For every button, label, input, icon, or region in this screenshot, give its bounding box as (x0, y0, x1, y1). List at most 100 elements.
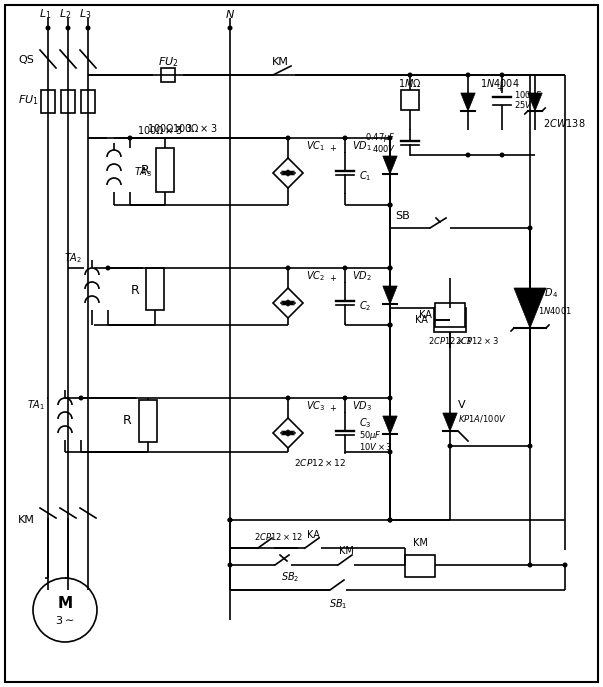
Text: $2CP12\times12$: $2CP12\times12$ (294, 456, 346, 467)
Polygon shape (281, 429, 295, 435)
Text: $+$: $+$ (329, 403, 337, 413)
Circle shape (227, 517, 233, 523)
Circle shape (285, 265, 291, 271)
Polygon shape (528, 93, 542, 111)
Text: $C_2$: $C_2$ (359, 299, 371, 313)
Text: $TA_3$: $TA_3$ (134, 165, 153, 179)
Text: KM: KM (18, 515, 35, 525)
Polygon shape (281, 431, 295, 436)
Text: $3\sim$: $3\sim$ (55, 614, 75, 626)
Bar (156, 148, 174, 192)
Text: $VD_3$: $VD_3$ (352, 399, 372, 413)
Polygon shape (383, 156, 397, 174)
Circle shape (66, 25, 71, 30)
Text: $TA_1$: $TA_1$ (27, 398, 45, 412)
Circle shape (388, 203, 393, 207)
Text: $L_2$: $L_2$ (59, 7, 71, 21)
Text: $100\Omega\times3$: $100\Omega\times3$ (137, 124, 183, 136)
Text: KM: KM (338, 546, 353, 556)
Circle shape (227, 25, 233, 30)
Polygon shape (281, 301, 295, 306)
Circle shape (227, 563, 233, 567)
Circle shape (447, 444, 452, 449)
Circle shape (528, 225, 532, 231)
Bar (81, 90, 95, 113)
Circle shape (343, 135, 347, 141)
Text: R: R (123, 414, 132, 427)
Circle shape (563, 563, 567, 567)
Text: V: V (458, 400, 466, 410)
Text: KA: KA (415, 315, 428, 325)
Text: $VC_1$: $VC_1$ (306, 139, 325, 153)
Text: $TA_2$: $TA_2$ (64, 251, 82, 265)
Circle shape (466, 153, 470, 157)
Circle shape (78, 396, 83, 401)
Text: $50\mu F$: $50\mu F$ (359, 429, 382, 442)
Circle shape (388, 449, 393, 455)
Text: $10V\times3$: $10V\times3$ (359, 440, 393, 451)
Circle shape (499, 153, 505, 157)
Circle shape (388, 396, 393, 401)
Text: $N$: $N$ (225, 8, 235, 20)
Circle shape (388, 322, 393, 328)
Circle shape (227, 517, 233, 523)
Text: $1N4001$: $1N4001$ (538, 304, 572, 315)
Text: $FU_1$: $FU_1$ (18, 93, 39, 107)
Text: R: R (130, 284, 139, 297)
Text: $1N4004$: $1N4004$ (480, 77, 520, 89)
Text: $KP1A/100V$: $KP1A/100V$ (458, 412, 507, 423)
Text: $VC_2$: $VC_2$ (306, 269, 325, 283)
Text: $2CP12\times3$: $2CP12\times3$ (455, 335, 499, 346)
Text: $1M\Omega$: $1M\Omega$ (398, 77, 421, 89)
Circle shape (408, 73, 412, 78)
Bar (41, 90, 55, 113)
Text: $+$: $+$ (329, 273, 337, 283)
Text: $SB_2$: $SB_2$ (281, 570, 299, 584)
Text: $C_1$: $C_1$ (359, 169, 371, 183)
Circle shape (388, 322, 393, 328)
Text: $2CP12\times3$: $2CP12\times3$ (428, 335, 472, 346)
Text: $L_1$: $L_1$ (39, 7, 51, 21)
Text: $100\Omega\times3$: $100\Omega\times3$ (172, 122, 218, 134)
Text: $25V$: $25V$ (514, 100, 533, 111)
Text: $100\Omega\times3$: $100\Omega\times3$ (147, 122, 193, 134)
Text: $2CW138$: $2CW138$ (543, 117, 586, 129)
Circle shape (343, 396, 347, 401)
Text: KA: KA (306, 530, 320, 540)
Circle shape (528, 444, 532, 449)
Text: $C_3$: $C_3$ (359, 416, 371, 430)
Text: $400V$: $400V$ (372, 142, 396, 153)
Text: $+$: $+$ (496, 83, 504, 93)
Circle shape (45, 25, 51, 30)
Text: $VD_4$: $VD_4$ (538, 286, 558, 300)
Polygon shape (383, 286, 397, 304)
Bar (401, 90, 419, 110)
Bar (61, 90, 75, 113)
Text: M: M (57, 596, 72, 611)
Circle shape (285, 396, 291, 401)
Circle shape (388, 517, 393, 523)
Circle shape (127, 135, 133, 141)
Circle shape (499, 73, 505, 78)
Bar (161, 68, 175, 82)
Polygon shape (443, 413, 457, 431)
Polygon shape (281, 300, 295, 305)
Polygon shape (281, 171, 295, 177)
Circle shape (388, 265, 393, 271)
Bar (139, 400, 157, 442)
Circle shape (388, 203, 393, 207)
Text: $VD_1$: $VD_1$ (352, 139, 372, 153)
Bar (435, 303, 465, 327)
Text: KM: KM (412, 538, 428, 548)
Circle shape (285, 135, 291, 141)
Bar (146, 268, 164, 310)
Circle shape (86, 25, 90, 30)
Text: QS: QS (18, 55, 34, 65)
Bar (405, 555, 435, 577)
Text: $100\mu F$: $100\mu F$ (514, 89, 542, 102)
Text: SB: SB (395, 211, 410, 221)
Polygon shape (383, 416, 397, 434)
Circle shape (388, 265, 393, 271)
Text: $+$: $+$ (329, 143, 337, 153)
Polygon shape (461, 93, 475, 111)
